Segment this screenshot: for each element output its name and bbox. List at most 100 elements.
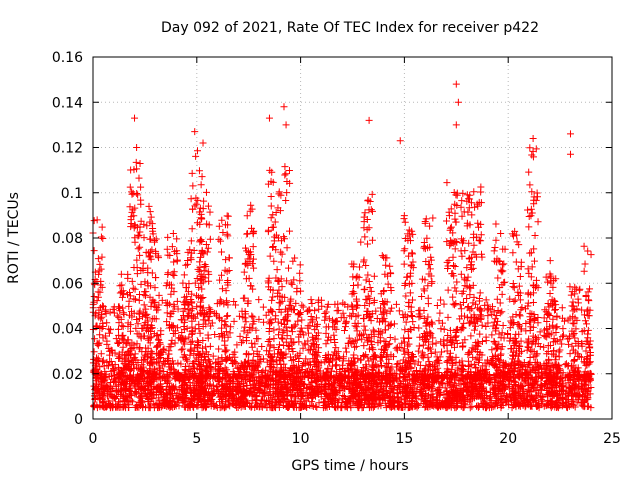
data-point — [506, 295, 514, 303]
data-point — [188, 394, 196, 402]
data-point — [111, 393, 119, 401]
data-point — [295, 404, 303, 412]
data-point — [178, 394, 186, 402]
data-point — [487, 393, 495, 401]
data-point — [428, 402, 436, 410]
data-point — [180, 403, 188, 411]
data-point — [504, 380, 512, 388]
data-point — [557, 387, 565, 395]
data-point — [466, 398, 474, 406]
data-point — [254, 353, 262, 361]
data-point — [565, 402, 573, 410]
data-point — [110, 378, 118, 386]
data-point — [467, 389, 475, 397]
data-point — [498, 396, 506, 404]
data-point — [172, 402, 180, 410]
data-point — [538, 400, 546, 408]
data-point — [271, 403, 279, 411]
data-point — [240, 399, 248, 407]
data-point — [116, 398, 124, 406]
data-point — [107, 392, 115, 400]
data-point — [423, 397, 431, 405]
data-point — [488, 403, 496, 411]
data-point — [150, 400, 158, 408]
data-point — [342, 398, 350, 406]
data-point — [285, 403, 293, 411]
data-point — [374, 400, 382, 408]
data-point — [563, 396, 571, 404]
data-point — [184, 403, 192, 411]
data-point — [480, 383, 488, 391]
data-point — [585, 402, 593, 410]
data-point — [268, 394, 276, 402]
data-point — [369, 404, 377, 412]
data-point — [493, 402, 501, 410]
data-point — [125, 398, 133, 406]
data-point — [365, 400, 373, 408]
data-point — [142, 403, 150, 411]
data-point — [225, 378, 233, 386]
data-point — [253, 347, 261, 355]
data-point — [237, 403, 245, 411]
data-point — [558, 393, 566, 401]
data-point — [260, 386, 268, 394]
data-point — [183, 357, 191, 365]
data-point — [370, 403, 378, 411]
data-point — [382, 404, 390, 412]
data-point — [412, 401, 420, 409]
data-point — [226, 329, 234, 337]
data-point — [461, 396, 469, 404]
data-point — [529, 396, 537, 404]
data-point — [234, 388, 242, 396]
data-point — [578, 401, 586, 409]
data-point — [390, 397, 398, 405]
data-point — [254, 386, 262, 394]
data-point — [124, 404, 132, 412]
data-point — [164, 398, 172, 406]
data-point — [211, 331, 219, 339]
data-point — [417, 378, 425, 386]
data-point — [466, 404, 474, 412]
data-point — [421, 403, 429, 411]
data-point — [488, 397, 496, 405]
data-point — [412, 395, 420, 403]
data-point — [235, 397, 243, 405]
data-point — [397, 403, 405, 411]
data-point — [103, 402, 111, 410]
data-point — [561, 361, 569, 369]
data-point — [522, 402, 530, 410]
data-point — [257, 397, 265, 405]
data-point — [478, 400, 486, 408]
data-point — [274, 397, 282, 405]
data-point — [573, 398, 581, 406]
data-point — [319, 383, 327, 391]
data-point — [562, 383, 570, 391]
data-point — [346, 384, 354, 392]
data-point — [213, 403, 221, 411]
data-point — [521, 396, 529, 404]
data-point — [145, 402, 153, 410]
data-point — [321, 403, 329, 411]
data-point — [393, 389, 401, 397]
data-point — [328, 400, 336, 408]
data-point — [489, 383, 497, 391]
data-point — [138, 399, 146, 407]
data-point — [401, 400, 409, 408]
data-points — [89, 80, 595, 412]
data-point — [264, 398, 272, 406]
data-point — [457, 377, 465, 385]
data-point — [230, 400, 238, 408]
data-point — [525, 401, 533, 409]
data-point — [565, 399, 573, 407]
data-point — [559, 401, 567, 409]
data-point — [343, 404, 351, 412]
data-point — [219, 402, 227, 410]
data-point — [113, 402, 121, 410]
data-point — [345, 396, 353, 404]
data-point — [205, 382, 213, 390]
data-point — [298, 316, 306, 324]
data-point — [308, 378, 316, 386]
data-point — [312, 402, 320, 410]
data-point — [376, 400, 384, 408]
